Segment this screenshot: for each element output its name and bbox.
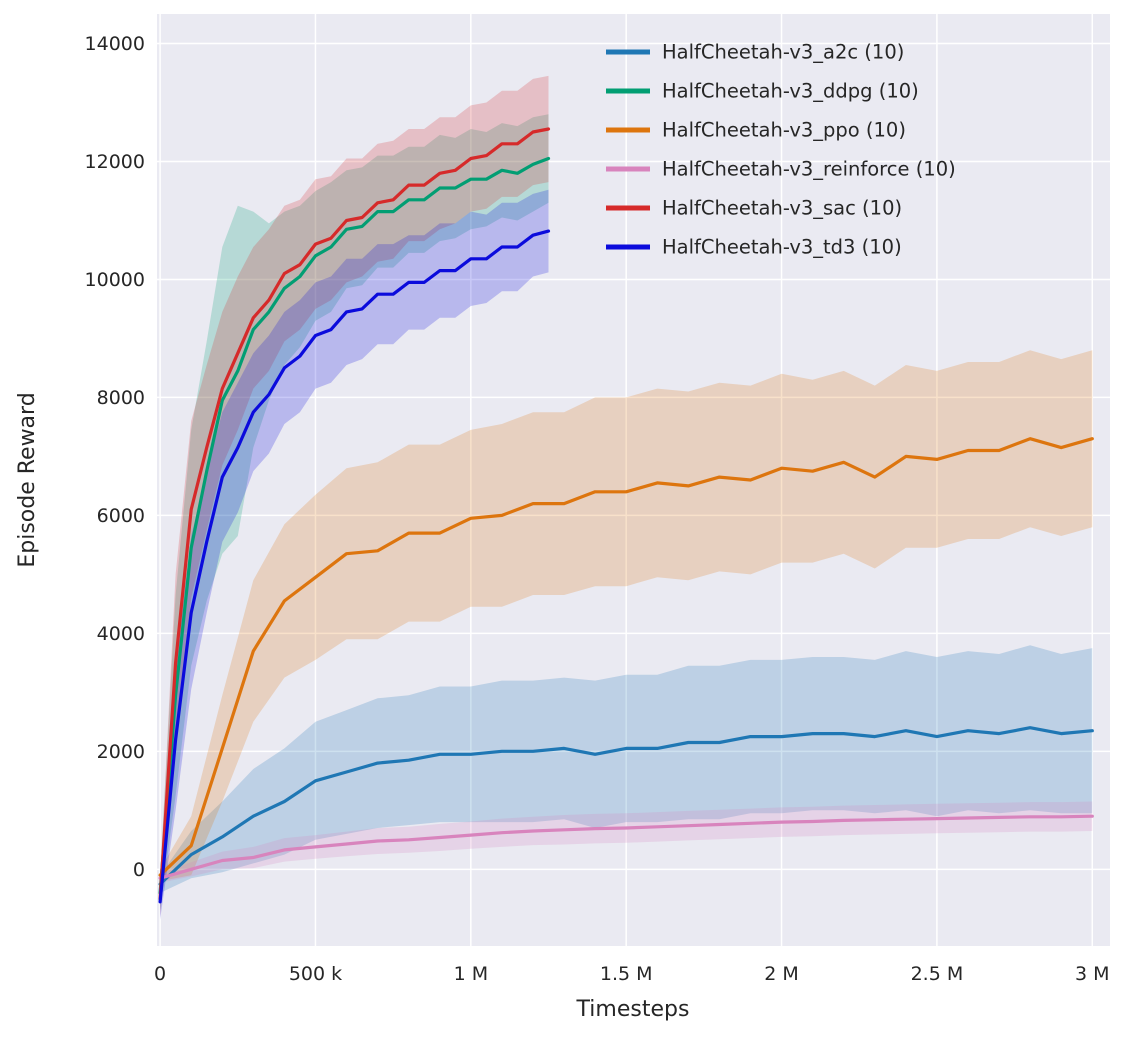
- legend-entry-ddpg: HalfCheetah-v3_ddpg (10): [606, 80, 919, 103]
- x-tick-labels: 0 500 k 1 M 1.5 M 2 M 2.5 M 3 M: [154, 963, 1109, 985]
- legend-entry-ppo: HalfCheetah-v3_ppo (10): [606, 119, 906, 142]
- x-tick-label: 500 k: [289, 963, 342, 985]
- band-reinforce: [160, 801, 1093, 883]
- legend-label-ddpg: HalfCheetah-v3_ddpg (10): [662, 80, 919, 103]
- legend-label-td3: HalfCheetah-v3_td3 (10): [662, 236, 902, 259]
- series-lines: [158, 127, 1094, 904]
- y-tick-label: 4000: [97, 623, 145, 645]
- y-tick-label: 12000: [85, 151, 145, 173]
- y-tick-label: 6000: [97, 505, 145, 527]
- y-tick-label: 10000: [85, 269, 145, 291]
- line-reinforce: [158, 814, 1094, 880]
- legend-label-sac: HalfCheetah-v3_sac (10): [662, 197, 902, 220]
- line-td3: [158, 229, 551, 904]
- line-ddpg: [158, 156, 551, 895]
- x-tick-label: 0: [154, 963, 166, 985]
- x-tick-label: 2 M: [764, 963, 799, 985]
- legend-entry-reinforce: HalfCheetah-v3_reinforce (10): [606, 158, 956, 181]
- legend-entry-td3: HalfCheetah-v3_td3 (10): [606, 236, 902, 259]
- x-tick-label: 2.5 M: [911, 963, 964, 985]
- legend-entry-sac: HalfCheetah-v3_sac (10): [606, 197, 902, 220]
- y-tick-labels: 0 2000 4000 6000 8000 10000 12000 14000: [85, 33, 145, 881]
- x-tick-label: 3 M: [1075, 963, 1110, 985]
- band-a2c: [160, 645, 1093, 893]
- line-sac: [158, 127, 551, 901]
- legend-label-reinforce: HalfCheetah-v3_reinforce (10): [662, 158, 956, 181]
- legend-label-a2c: HalfCheetah-v3_a2c (10): [662, 41, 904, 64]
- band-sac: [160, 75, 549, 917]
- y-tick-label: 0: [133, 859, 145, 881]
- legend-entry-a2c: HalfCheetah-v3_a2c (10): [606, 41, 904, 64]
- x-tick-label: 1.5 M: [600, 963, 653, 985]
- gridlines: [157, 14, 1110, 946]
- x-tick-label: 1 M: [454, 963, 489, 985]
- y-axis-label: Episode Reward: [15, 392, 40, 567]
- x-axis-label: Timesteps: [576, 997, 690, 1022]
- legend-label-ppo: HalfCheetah-v3_ppo (10): [662, 119, 906, 142]
- band-td3: [160, 189, 549, 920]
- band-ppo: [160, 350, 1093, 882]
- y-tick-label: 14000: [85, 33, 145, 55]
- line-ppo: [158, 437, 1094, 877]
- y-tick-label: 8000: [97, 387, 145, 409]
- y-tick-label: 2000: [97, 741, 145, 763]
- legend: HalfCheetah-v3_a2c (10) HalfCheetah-v3_dd…: [606, 41, 956, 259]
- line-a2c: [158, 726, 1094, 886]
